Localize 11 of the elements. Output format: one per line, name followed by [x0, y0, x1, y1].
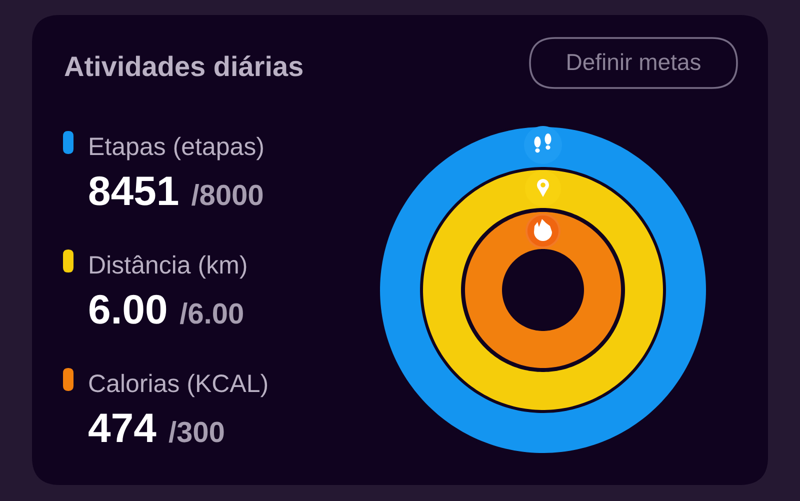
category-label: Distância (km) — [90, 255, 246, 279]
data-label: 6.00 — [90, 294, 166, 324]
data-label: /6.00 — [180, 302, 243, 324]
data-label: /300 — [168, 420, 224, 443]
text: Atividades diárias — [64, 55, 303, 76]
data-label: 474 — [88, 414, 156, 442]
data-label: 8451 — [89, 176, 178, 206]
category-label: Calorias (KCAL) — [89, 374, 268, 398]
text: Definir metas — [568, 53, 700, 70]
data-label: /8000 — [192, 184, 263, 206]
category-label: Etapas (etapas) — [90, 136, 263, 160]
